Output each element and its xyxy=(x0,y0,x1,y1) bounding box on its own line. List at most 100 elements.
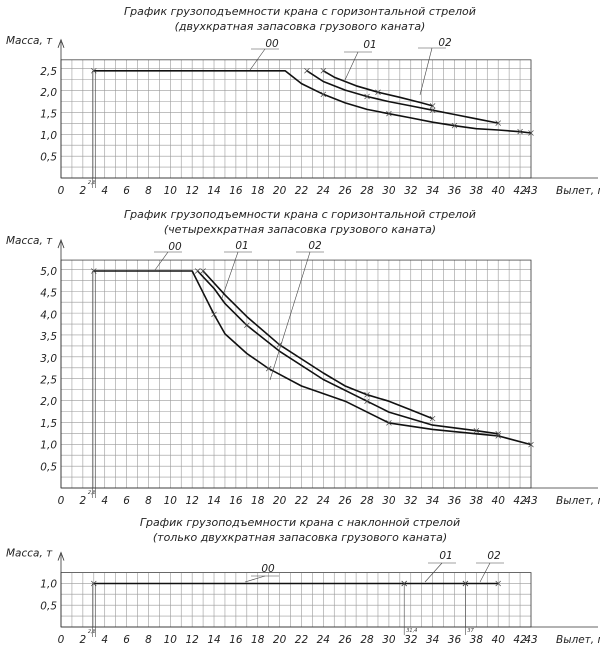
limit-tick-label: 31,4 xyxy=(406,628,417,634)
series-label-02: 02 xyxy=(308,240,322,252)
series-line-02 xyxy=(202,270,433,420)
y-tick-label: 5,0 xyxy=(40,266,57,278)
x-tick-label: 42 xyxy=(513,495,527,507)
x-tick-label: 38 xyxy=(470,495,484,507)
data-point xyxy=(528,130,534,136)
chart-title: График грузоподъемности крана с горизонт… xyxy=(124,208,476,221)
x-tick-label: 40 xyxy=(492,495,506,507)
min-reach-label: 2,8 xyxy=(88,629,96,635)
x-tick-label: 36 xyxy=(448,495,462,507)
chart-2: График грузоподъемности крана с горизонт… xyxy=(6,208,600,507)
x-tick-label: 4 xyxy=(101,634,108,646)
x-tick-label: 40 xyxy=(492,634,506,646)
data-point xyxy=(320,68,327,74)
x-tick-label: 18 xyxy=(251,495,265,507)
x-tick-label: 20 xyxy=(273,634,287,646)
x-tick-label: 4 xyxy=(101,495,108,507)
x-tick-label: 20 xyxy=(273,185,287,197)
x-tick-label: 10 xyxy=(164,185,178,197)
x-tick-label: 14 xyxy=(207,495,220,507)
chart-subtitle: (только двухкратная запасовка грузового … xyxy=(153,531,447,544)
data-point xyxy=(401,580,407,587)
y-axis-arrow xyxy=(57,238,65,249)
x-tick-label: 22 xyxy=(295,634,309,646)
y-tick-label: 1,5 xyxy=(40,418,57,430)
x-tick-label: 43 xyxy=(524,495,537,507)
x-tick-label: 6 xyxy=(123,185,130,197)
data-point xyxy=(473,427,480,434)
data-point xyxy=(429,103,436,109)
series-leader xyxy=(344,51,359,81)
x-tick-label: 8 xyxy=(145,634,152,646)
x-tick-label: 30 xyxy=(382,634,396,646)
series-line-00 xyxy=(93,70,532,134)
series-label-02: 02 xyxy=(438,37,452,49)
x-tick-label: 30 xyxy=(382,495,396,507)
data-point xyxy=(91,68,97,74)
data-point xyxy=(528,441,534,448)
x-tick-label: 12 xyxy=(185,495,199,507)
x-tick-label: 26 xyxy=(338,634,352,646)
limit-tick-label: 37 xyxy=(467,628,474,634)
series-leader xyxy=(269,251,311,381)
x-tick-label: 0 xyxy=(58,495,65,507)
chart-title: График грузоподъемности крана с горизонт… xyxy=(124,5,476,18)
x-tick-label: 16 xyxy=(229,185,243,197)
x-tick-label: 0 xyxy=(58,634,65,646)
data-point xyxy=(91,580,97,587)
x-tick-label: 6 xyxy=(123,634,130,646)
x-tick-label: 2 xyxy=(80,634,87,646)
x-tick-label: 34 xyxy=(426,634,439,646)
y-axis-label: Масса, т xyxy=(6,548,53,560)
x-tick-label: 34 xyxy=(426,495,439,507)
x-tick-label: 42 xyxy=(513,634,527,646)
y-tick-label: 1,0 xyxy=(40,440,57,452)
plot-frame xyxy=(60,572,532,628)
data-point xyxy=(517,128,523,135)
data-point xyxy=(244,322,250,328)
x-tick-label: 38 xyxy=(470,634,484,646)
series-leader xyxy=(244,575,266,583)
series-label-01: 01 xyxy=(363,39,376,51)
x-tick-label: 36 xyxy=(448,634,462,646)
plot-frame xyxy=(60,259,532,489)
series-leader xyxy=(479,562,491,583)
x-tick-label: 26 xyxy=(338,185,352,197)
x-tick-label: 26 xyxy=(338,495,352,507)
y-tick-label: 2,5 xyxy=(40,375,57,387)
x-tick-label: 18 xyxy=(251,634,265,646)
min-reach-label: 2,8 xyxy=(88,180,96,186)
chart-3: График грузоподъемности крана с наклонно… xyxy=(6,516,600,646)
x-tick-label: 38 xyxy=(470,185,484,197)
x-tick-label: 2 xyxy=(80,185,87,197)
series-label-00: 00 xyxy=(168,241,182,253)
data-point xyxy=(320,91,327,98)
data-point xyxy=(375,89,381,95)
y-axis-arrow xyxy=(57,551,65,561)
y-tick-label: 2,5 xyxy=(40,66,57,78)
y-tick-label: 2,0 xyxy=(40,396,57,408)
y-tick-label: 3,0 xyxy=(40,353,57,365)
y-axis-label: Масса, т xyxy=(6,235,53,247)
plot-frame xyxy=(60,59,532,179)
data-point xyxy=(495,431,501,437)
x-tick-label: 10 xyxy=(164,495,178,507)
y-tick-label: 4,5 xyxy=(40,288,57,300)
x-axis-label: Вылет, м xyxy=(556,185,600,197)
x-tick-label: 30 xyxy=(382,185,396,197)
min-reach-label: 2,8 xyxy=(88,490,96,496)
x-tick-label: 14 xyxy=(207,185,220,197)
y-axis-arrow xyxy=(57,38,65,48)
data-point xyxy=(386,110,392,117)
data-point xyxy=(364,398,370,404)
x-tick-label: 43 xyxy=(524,634,537,646)
x-tick-label: 32 xyxy=(404,185,418,197)
y-tick-label: 3,5 xyxy=(40,331,57,343)
x-tick-label: 22 xyxy=(295,495,309,507)
x-tick-label: 20 xyxy=(273,495,287,507)
y-tick-label: 1,5 xyxy=(40,109,57,121)
series-line-01 xyxy=(306,70,499,124)
x-tick-label: 10 xyxy=(164,634,178,646)
x-tick-label: 34 xyxy=(426,185,439,197)
